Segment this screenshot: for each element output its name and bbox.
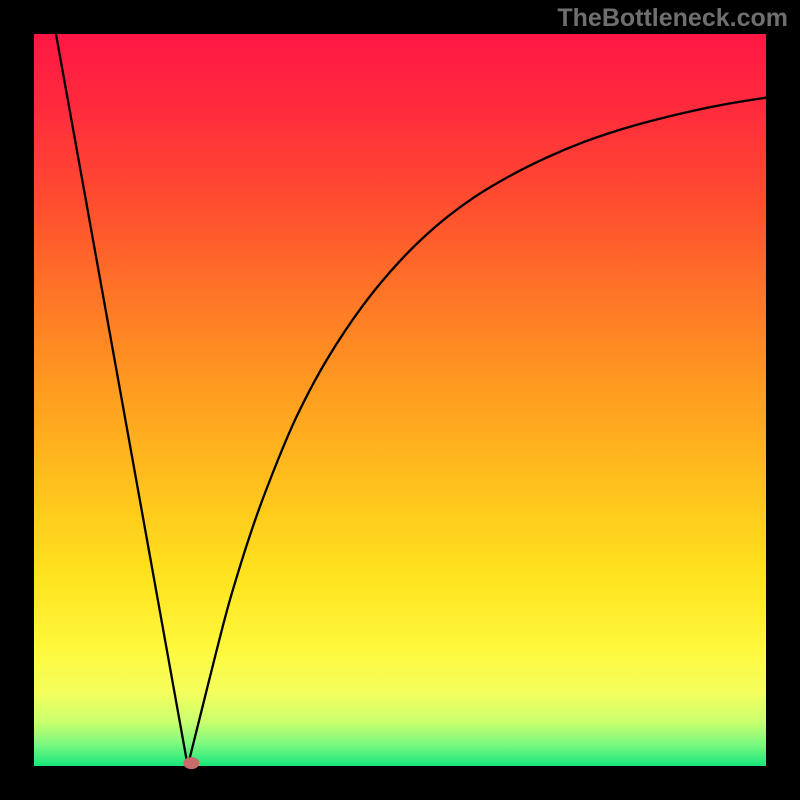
min-marker [183,757,199,769]
plot-background [34,34,766,766]
plot-svg [0,0,800,800]
chart-stage: TheBottleneck.com [0,0,800,800]
watermark-label: TheBottleneck.com [557,4,788,33]
